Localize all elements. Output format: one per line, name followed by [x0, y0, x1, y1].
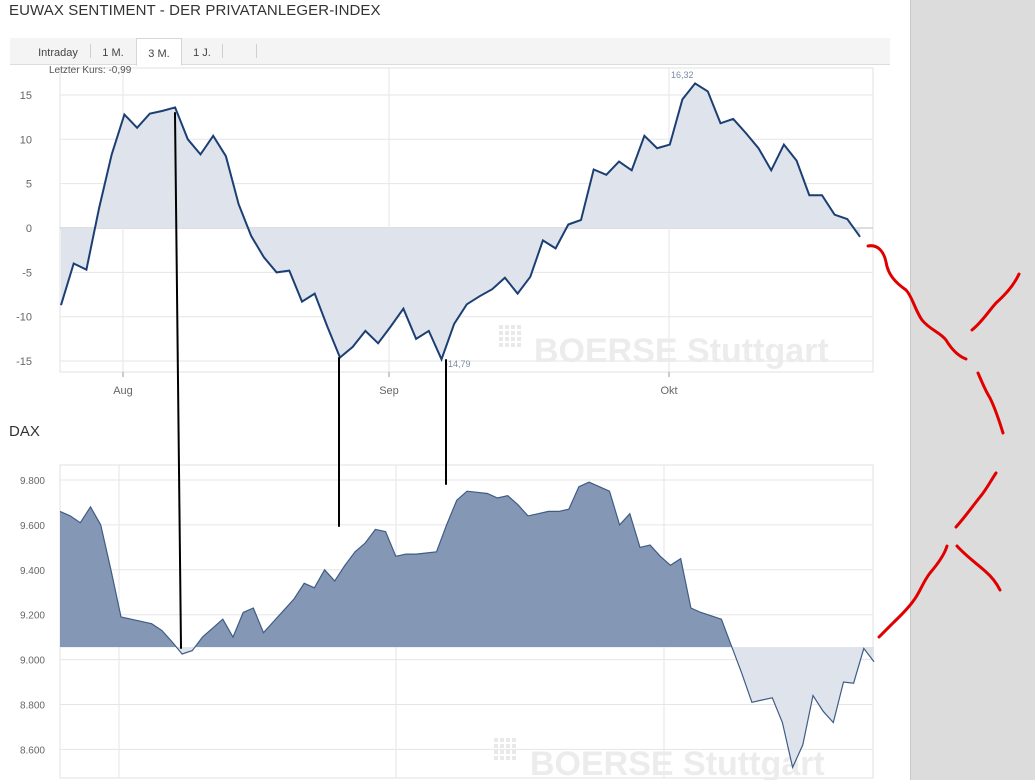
tab-3m[interactable]: 3 M.: [136, 38, 182, 66]
sentiment-line: [60, 82, 861, 362]
red-freehand-stroke: [970, 272, 1021, 332]
y-tick-label: 8.800: [20, 701, 45, 712]
y-tick-label: 10: [20, 134, 32, 146]
red-freehand-stroke: [866, 244, 968, 361]
watermark-dot: [500, 744, 504, 748]
watermark-dot: [512, 738, 516, 742]
y-tick-label: 9.600: [20, 521, 45, 532]
watermark-dot: [505, 325, 509, 329]
connector-line: [174, 112, 182, 649]
watermark-dot: [494, 756, 498, 760]
watermark-dot: [512, 756, 516, 760]
watermark-dot: [499, 325, 503, 329]
watermark-dot: [506, 744, 510, 748]
watermark-dot: [499, 343, 503, 347]
right-gray-panel: [910, 0, 1035, 780]
y-tick-label: 9.400: [20, 566, 45, 577]
y-tick-label: -10: [16, 312, 32, 324]
watermark-dot: [494, 738, 498, 742]
watermark-dot: [511, 325, 515, 329]
watermark: [494, 738, 516, 760]
x-tick-label: Aug: [113, 385, 133, 397]
dax-area-below: [60, 647, 874, 768]
watermark-dot: [512, 750, 516, 754]
red-freehand-stroke: [877, 544, 949, 639]
watermark-dot: [494, 750, 498, 754]
watermark-dot: [511, 337, 515, 341]
last-price-label: Letzter Kurs: -0,99: [49, 65, 132, 76]
watermark-dot: [500, 738, 504, 742]
watermark-dot: [499, 337, 503, 341]
x-tick-label: Okt: [660, 385, 677, 397]
watermark-dot: [517, 337, 521, 341]
watermark-text: BOERSE Stuttgart: [530, 745, 825, 780]
watermark-dot: [494, 744, 498, 748]
y-tick-label: 8.600: [20, 745, 45, 756]
watermark-dot: [505, 343, 509, 347]
y-tick-label: -5: [22, 267, 32, 279]
watermark-text: BOERSE Stuttgart: [534, 332, 829, 370]
watermark-dot: [500, 750, 504, 754]
dax-area-above: [60, 482, 732, 648]
watermark-dot: [517, 325, 521, 329]
y-tick-label: 9.800: [20, 476, 45, 487]
watermark: [499, 325, 521, 347]
watermark-dot: [506, 756, 510, 760]
watermark-dot: [511, 343, 515, 347]
watermark-dot: [500, 756, 504, 760]
max-annotation: 16,32: [671, 70, 694, 80]
watermark-dot: [505, 331, 509, 335]
tab-separator: [222, 44, 223, 58]
red-freehand-stroke: [976, 371, 1005, 435]
watermark-dot: [505, 337, 509, 341]
y-tick-label: 5: [26, 179, 32, 191]
x-tick-label: Sep: [379, 385, 399, 397]
tab-1y[interactable]: 1 J.: [193, 47, 211, 59]
tab-intraday[interactable]: Intraday: [38, 47, 78, 59]
y-tick-label: 0: [26, 223, 32, 235]
y-tick-label: 9.200: [20, 611, 45, 622]
watermark-dot: [511, 331, 515, 335]
timeframe-tabs: Intraday 1 M. 3 M. 1 J.: [10, 38, 890, 66]
watermark-dot: [517, 343, 521, 347]
y-tick-label: -15: [16, 356, 32, 368]
min-annotation: -14,79: [445, 359, 471, 369]
watermark-dot: [506, 738, 510, 742]
watermark-dot: [517, 331, 521, 335]
red-freehand-stroke: [954, 471, 998, 529]
dax-title: DAX: [9, 423, 40, 440]
watermark-dot: [512, 744, 516, 748]
tab-separator: [256, 44, 257, 58]
tab-separator: [90, 44, 91, 58]
red-freehand-stroke: [955, 544, 1002, 592]
tab-1m[interactable]: 1 M.: [102, 47, 124, 59]
y-tick-label: 15: [20, 90, 32, 102]
chart-title: EUWAX SENTIMENT - DER PRIVATANLEGER-INDE…: [9, 2, 381, 19]
y-tick-label: 9.000: [20, 656, 45, 667]
watermark-dot: [499, 331, 503, 335]
watermark-dot: [506, 750, 510, 754]
sentiment-area: [61, 83, 860, 360]
